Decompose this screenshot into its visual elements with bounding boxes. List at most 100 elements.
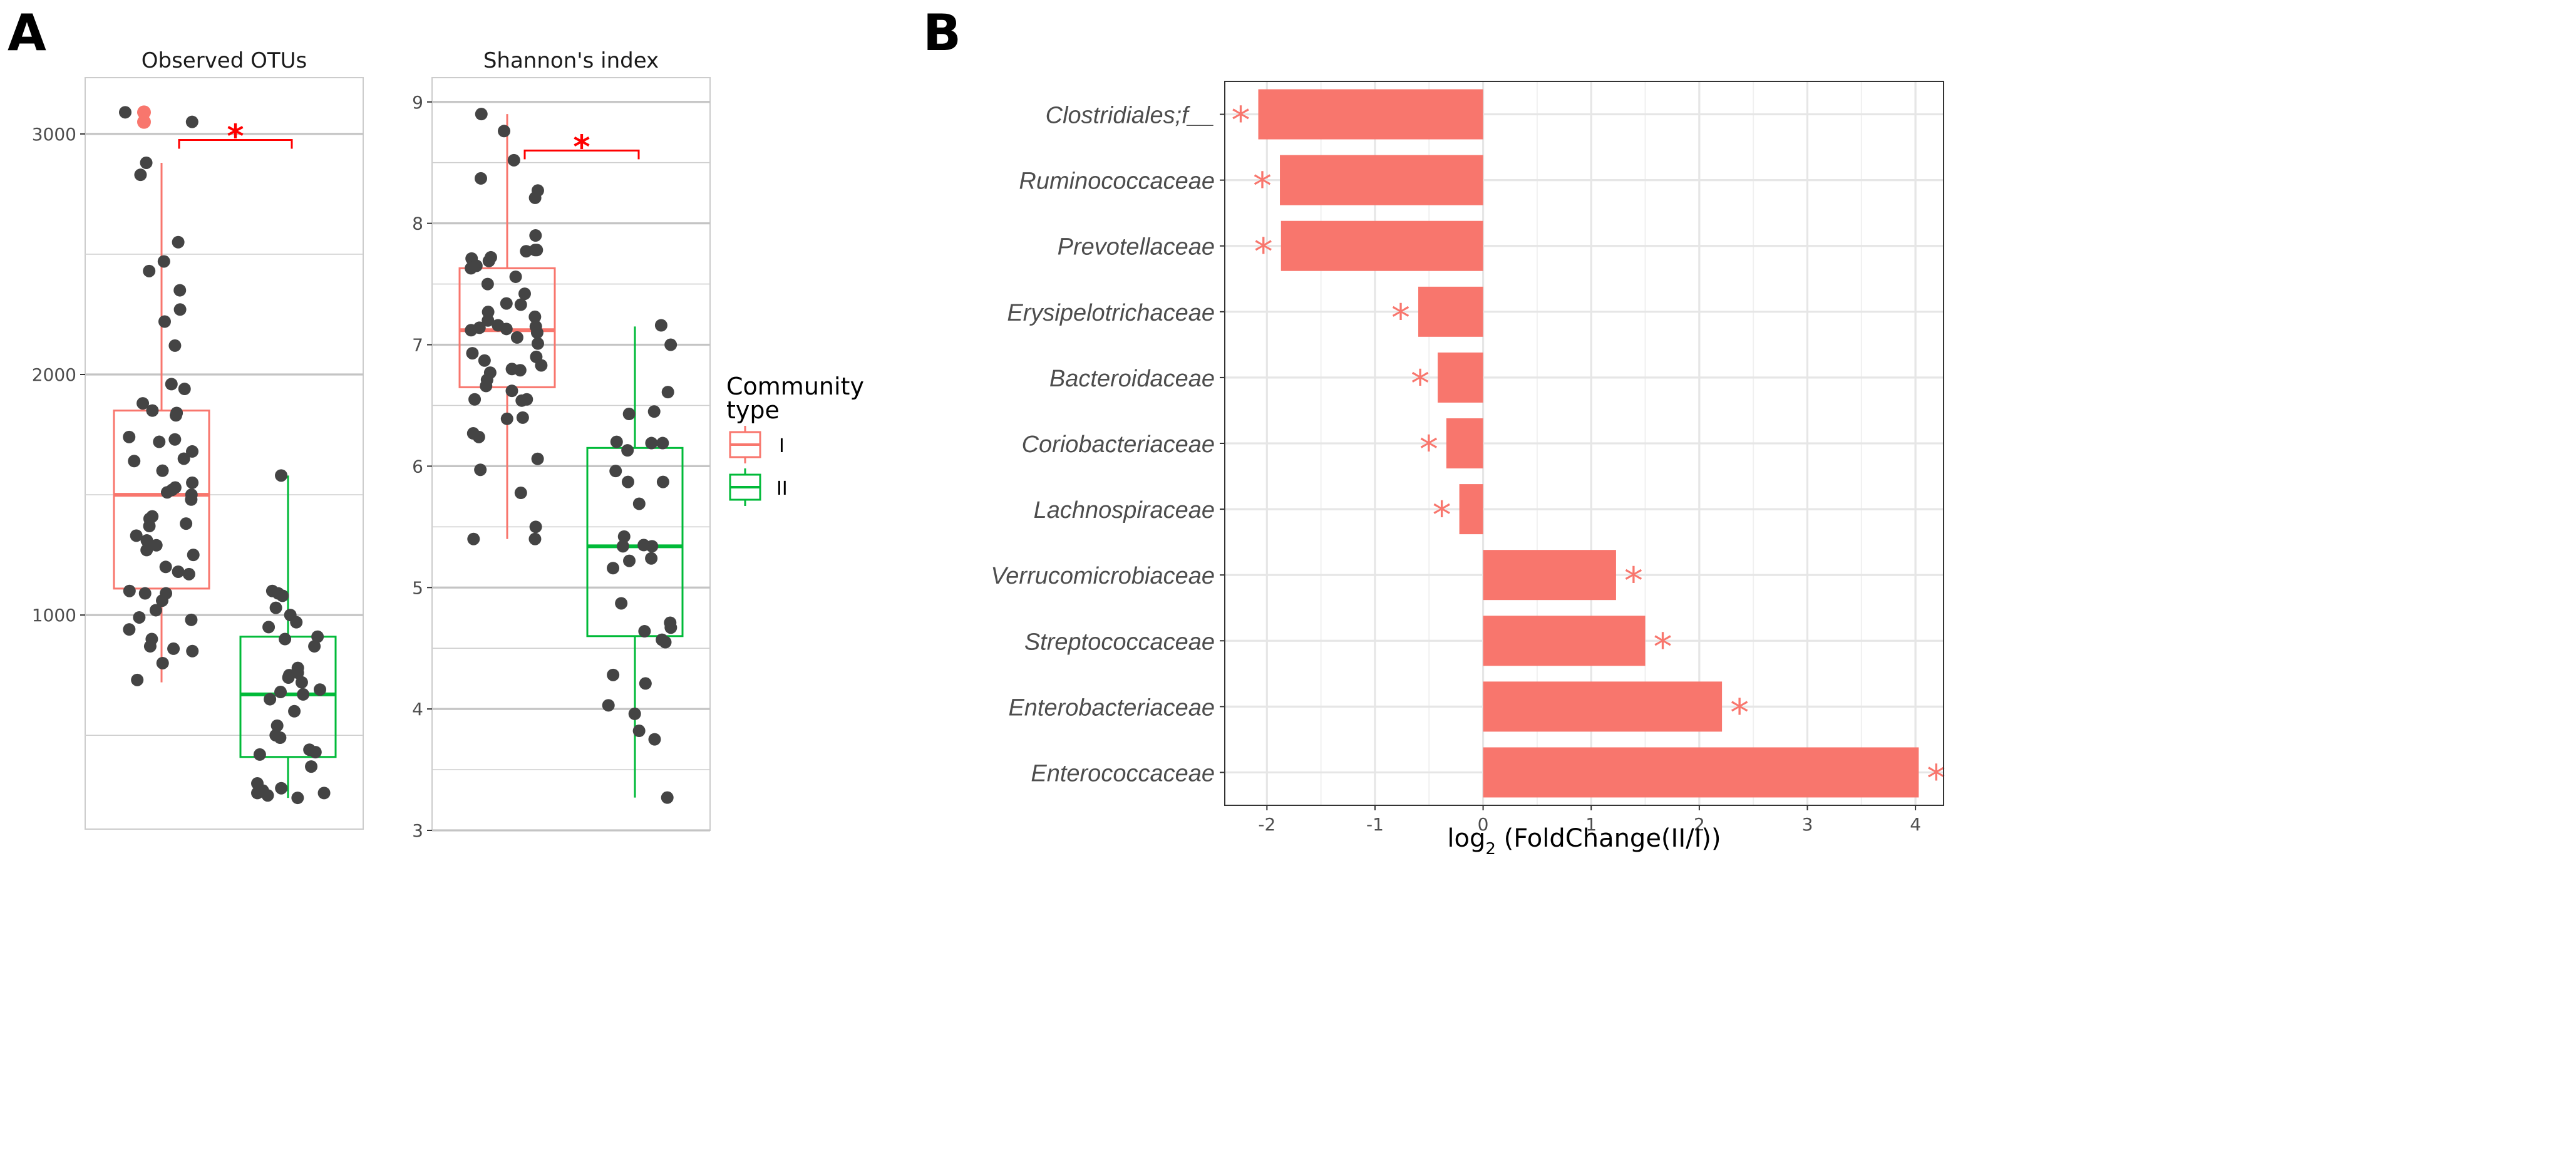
data-point [177, 452, 190, 465]
data-point [313, 683, 326, 696]
significance-star: * [227, 118, 244, 155]
data-point [617, 530, 631, 543]
data-point [158, 315, 171, 328]
legend: Community type I II [726, 373, 864, 506]
data-point [478, 354, 491, 367]
data-point [639, 677, 652, 690]
data-point [264, 693, 277, 706]
x-tick-label: 3 [1802, 814, 1813, 835]
data-point [529, 520, 542, 534]
data-point [143, 520, 156, 533]
significance-star: * [1411, 362, 1430, 406]
data-point [513, 364, 527, 377]
data-point [615, 597, 628, 610]
y-tick-label: 1000 [32, 605, 76, 626]
data-point [123, 584, 136, 597]
data-point [509, 270, 522, 283]
data-point [187, 549, 200, 562]
category-label: Enterococcaceae [1031, 760, 1215, 787]
panel-label-a: A [8, 4, 46, 62]
legend-label-i: I [779, 435, 785, 457]
data-point [130, 529, 143, 542]
bar [1459, 484, 1483, 535]
observed-otus-plot: 1000 2000 3000 Observed OTUs * [32, 48, 364, 830]
y-tick-label: 4 [412, 699, 423, 720]
data-point [159, 560, 172, 574]
y-tick-label: 3000 [32, 124, 76, 145]
data-point [138, 587, 152, 600]
significance-star: * [1654, 625, 1672, 669]
category-label: Prevotellaceae [1058, 234, 1215, 261]
significance-star: * [1253, 165, 1272, 209]
data-point [656, 475, 669, 488]
data-point [186, 476, 199, 489]
data-point [156, 594, 169, 607]
legend-key-ii: II [729, 468, 788, 506]
data-point [128, 455, 141, 468]
bar [1280, 220, 1483, 271]
data-point [168, 339, 182, 352]
data-point [276, 589, 289, 602]
data-point [261, 789, 274, 802]
data-point [609, 465, 622, 478]
category-label: Ruminococcaceae [1019, 168, 1215, 195]
data-point [143, 264, 156, 277]
outlier-point [137, 115, 151, 129]
significance-star: * [1254, 230, 1273, 274]
data-point [529, 229, 542, 242]
data-point [466, 347, 479, 360]
data-point [143, 640, 157, 653]
data-point [474, 463, 487, 477]
data-point [654, 319, 667, 332]
data-point [169, 409, 182, 422]
data-point [661, 386, 674, 399]
data-point [514, 298, 527, 311]
data-point [119, 106, 132, 119]
data-point [638, 625, 651, 638]
x-tick-label: 1 [1585, 814, 1597, 835]
category-label: Coriobacteriaceae [1022, 431, 1215, 458]
data-point [602, 699, 615, 712]
data-point [185, 115, 198, 128]
data-point [498, 125, 511, 138]
data-point [309, 746, 322, 759]
x-axis-label: log2 (FoldChange(II/I)) [1447, 824, 1721, 859]
data-point [645, 436, 658, 450]
data-point [178, 383, 191, 396]
data-point [646, 540, 659, 553]
data-point [123, 430, 136, 443]
significance-bracket [523, 149, 640, 160]
data-point [661, 791, 674, 804]
significance-star: * [1391, 296, 1410, 340]
data-point [531, 452, 544, 465]
data-point [610, 435, 623, 448]
data-point [659, 636, 672, 649]
legend-key-i: I [729, 426, 785, 463]
plot-panel [431, 77, 711, 831]
data-point [150, 539, 163, 552]
data-point [262, 621, 276, 634]
data-point [165, 378, 178, 391]
data-point [623, 554, 636, 567]
plot-title: Observed OTUs [142, 48, 307, 73]
shannon-index-plot: 3 4 5 6 7 8 9 Shannon's index * [412, 48, 711, 841]
data-point [274, 731, 287, 745]
data-point [622, 408, 636, 421]
data-point [291, 792, 304, 805]
data-point [295, 676, 308, 689]
y-tick-label: 8 [412, 214, 423, 234]
data-point [474, 172, 487, 185]
data-point [131, 673, 144, 686]
bar [1438, 352, 1483, 403]
data-point [516, 411, 529, 424]
data-point [530, 244, 544, 257]
data-point [481, 277, 494, 291]
data-point [647, 405, 661, 418]
bar [1483, 550, 1616, 601]
panel-label-b: B [923, 4, 961, 62]
data-point [185, 493, 198, 506]
data-point [133, 611, 146, 624]
data-point [186, 644, 199, 658]
data-point [297, 688, 310, 701]
data-point [123, 623, 136, 636]
